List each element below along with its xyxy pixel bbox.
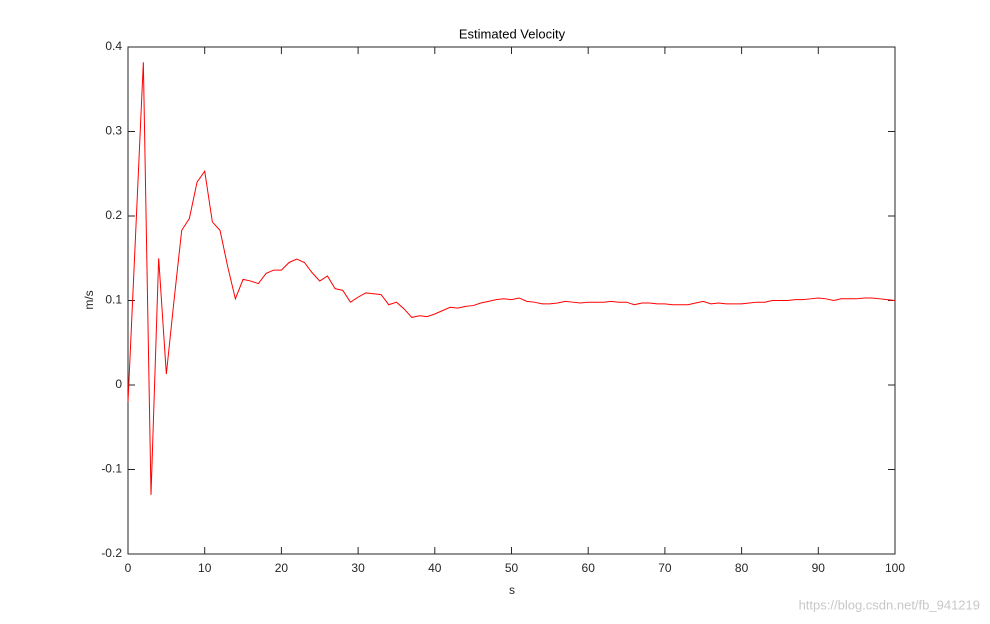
y-tick-label: -0.1: [101, 462, 122, 476]
y-tick-label: 0: [115, 377, 122, 391]
x-tick-label: 20: [275, 561, 289, 575]
x-axis-label: s: [509, 583, 515, 597]
y-tick-label: 0.3: [105, 124, 122, 138]
x-tick-label: 100: [885, 561, 905, 575]
x-tick-label: 60: [582, 561, 596, 575]
x-tick-label: 30: [351, 561, 365, 575]
x-tick-label: 40: [428, 561, 442, 575]
y-tick-label: 0.4: [105, 39, 122, 53]
x-tick-label: 0: [125, 561, 132, 575]
y-tick-label: 0.2: [105, 208, 122, 222]
chart-title: Estimated Velocity: [459, 26, 566, 41]
x-tick-label: 10: [198, 561, 212, 575]
y-tick-label: -0.2: [101, 546, 122, 560]
x-tick-label: 70: [658, 561, 672, 575]
x-tick-label: 80: [735, 561, 749, 575]
data-line: [127, 62, 896, 495]
x-tick-label: 90: [812, 561, 826, 575]
x-tick-label: 50: [505, 561, 519, 575]
y-tick-label: 0.1: [105, 293, 122, 307]
y-axis-label: m/s: [82, 290, 96, 309]
watermark: https://blog.csdn.net/fb_941219: [799, 597, 980, 612]
